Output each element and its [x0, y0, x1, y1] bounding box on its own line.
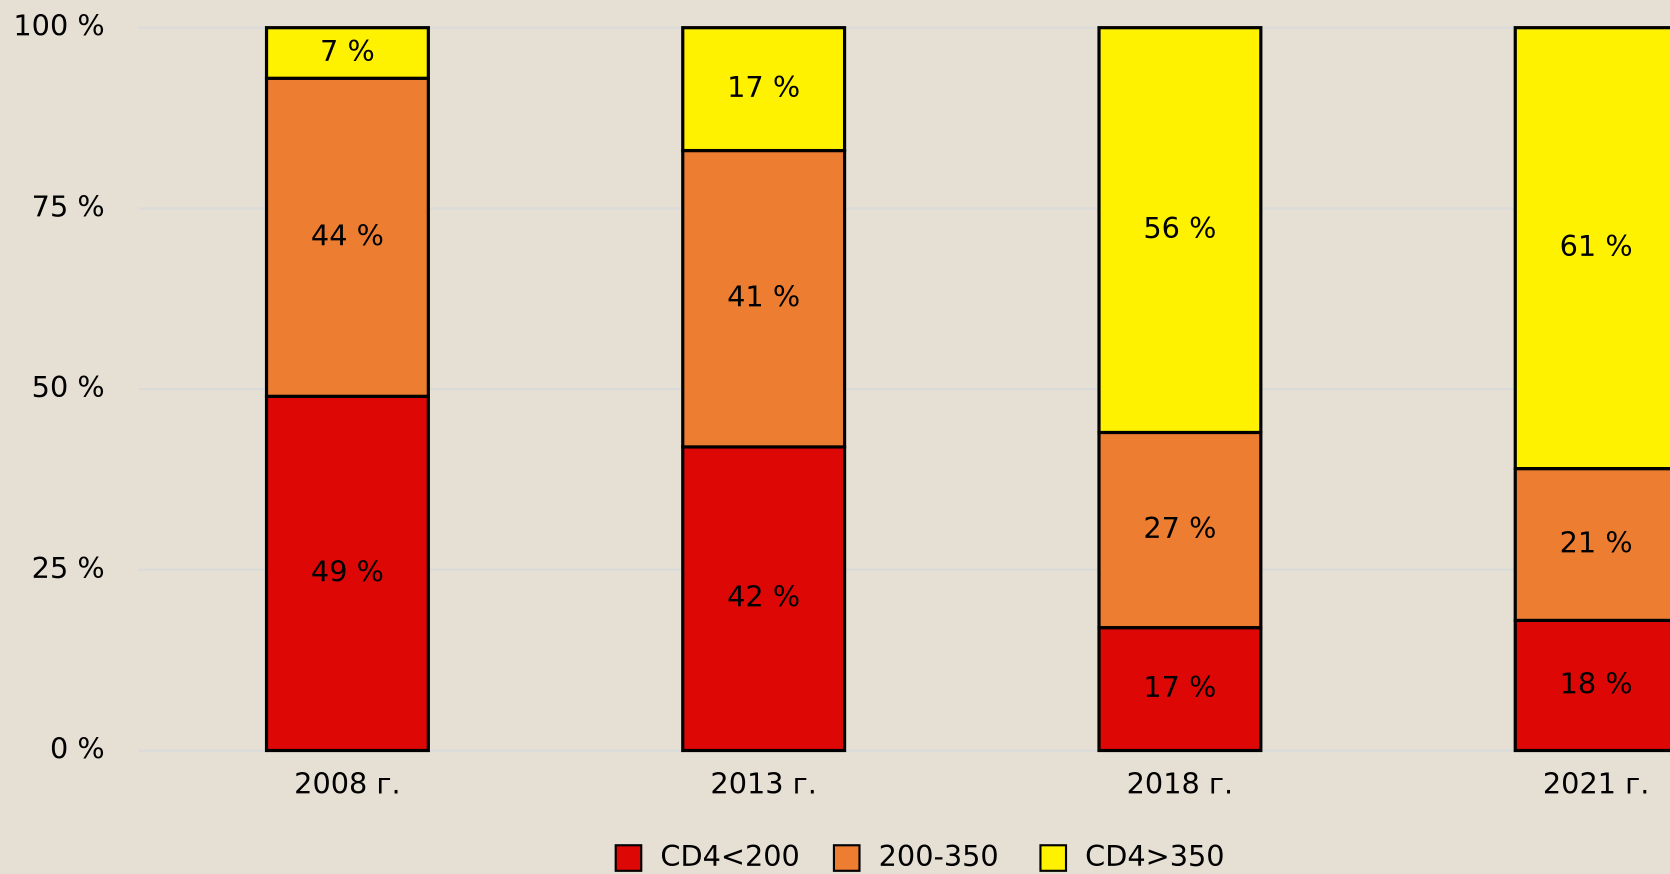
bar-segment [1097, 626, 1263, 753]
bar-segment [1097, 26, 1263, 435]
data-label: 21 % [1560, 526, 1633, 560]
bar-segment [1097, 430, 1263, 630]
y-tick-label: 25 % [32, 551, 105, 585]
legend-swatch [1039, 844, 1068, 872]
y-tick-label: 0 % [50, 732, 105, 766]
bar-segment [264, 26, 430, 80]
bar-segment [681, 26, 847, 153]
data-label: 17 % [727, 70, 800, 104]
x-tick-label: 2008 г. [294, 767, 401, 801]
y-tick-label: 50 % [32, 370, 105, 404]
y-tick-label: 100 % [13, 9, 104, 43]
x-tick-label: 2018 г. [1127, 767, 1233, 801]
data-label: 17 % [1143, 670, 1216, 704]
data-label: 61 % [1560, 229, 1633, 263]
bar-segment [1513, 26, 1670, 471]
data-label: 56 % [1143, 211, 1216, 245]
legend-swatch [832, 844, 861, 872]
legend-label: CD4<200 [660, 839, 799, 873]
data-label: 42 % [727, 580, 800, 614]
y-tick-label: 75 % [32, 189, 105, 223]
legend-label: CD4>350 [1085, 839, 1224, 873]
data-label: 44 % [311, 218, 384, 252]
x-tick-label: 2013 г. [710, 767, 817, 801]
data-label: 49 % [311, 554, 384, 588]
bar-segment [264, 394, 430, 753]
bar-segment [1513, 467, 1670, 622]
data-label: 7 % [320, 34, 375, 68]
x-tick-label: 2021 г. [1543, 767, 1650, 801]
data-label: 18 % [1560, 666, 1633, 700]
legend-label: 200-350 [879, 839, 999, 873]
data-label: 27 % [1143, 511, 1216, 545]
bar-segment [264, 76, 430, 398]
legend-swatch [614, 844, 643, 872]
data-label: 41 % [727, 280, 800, 314]
